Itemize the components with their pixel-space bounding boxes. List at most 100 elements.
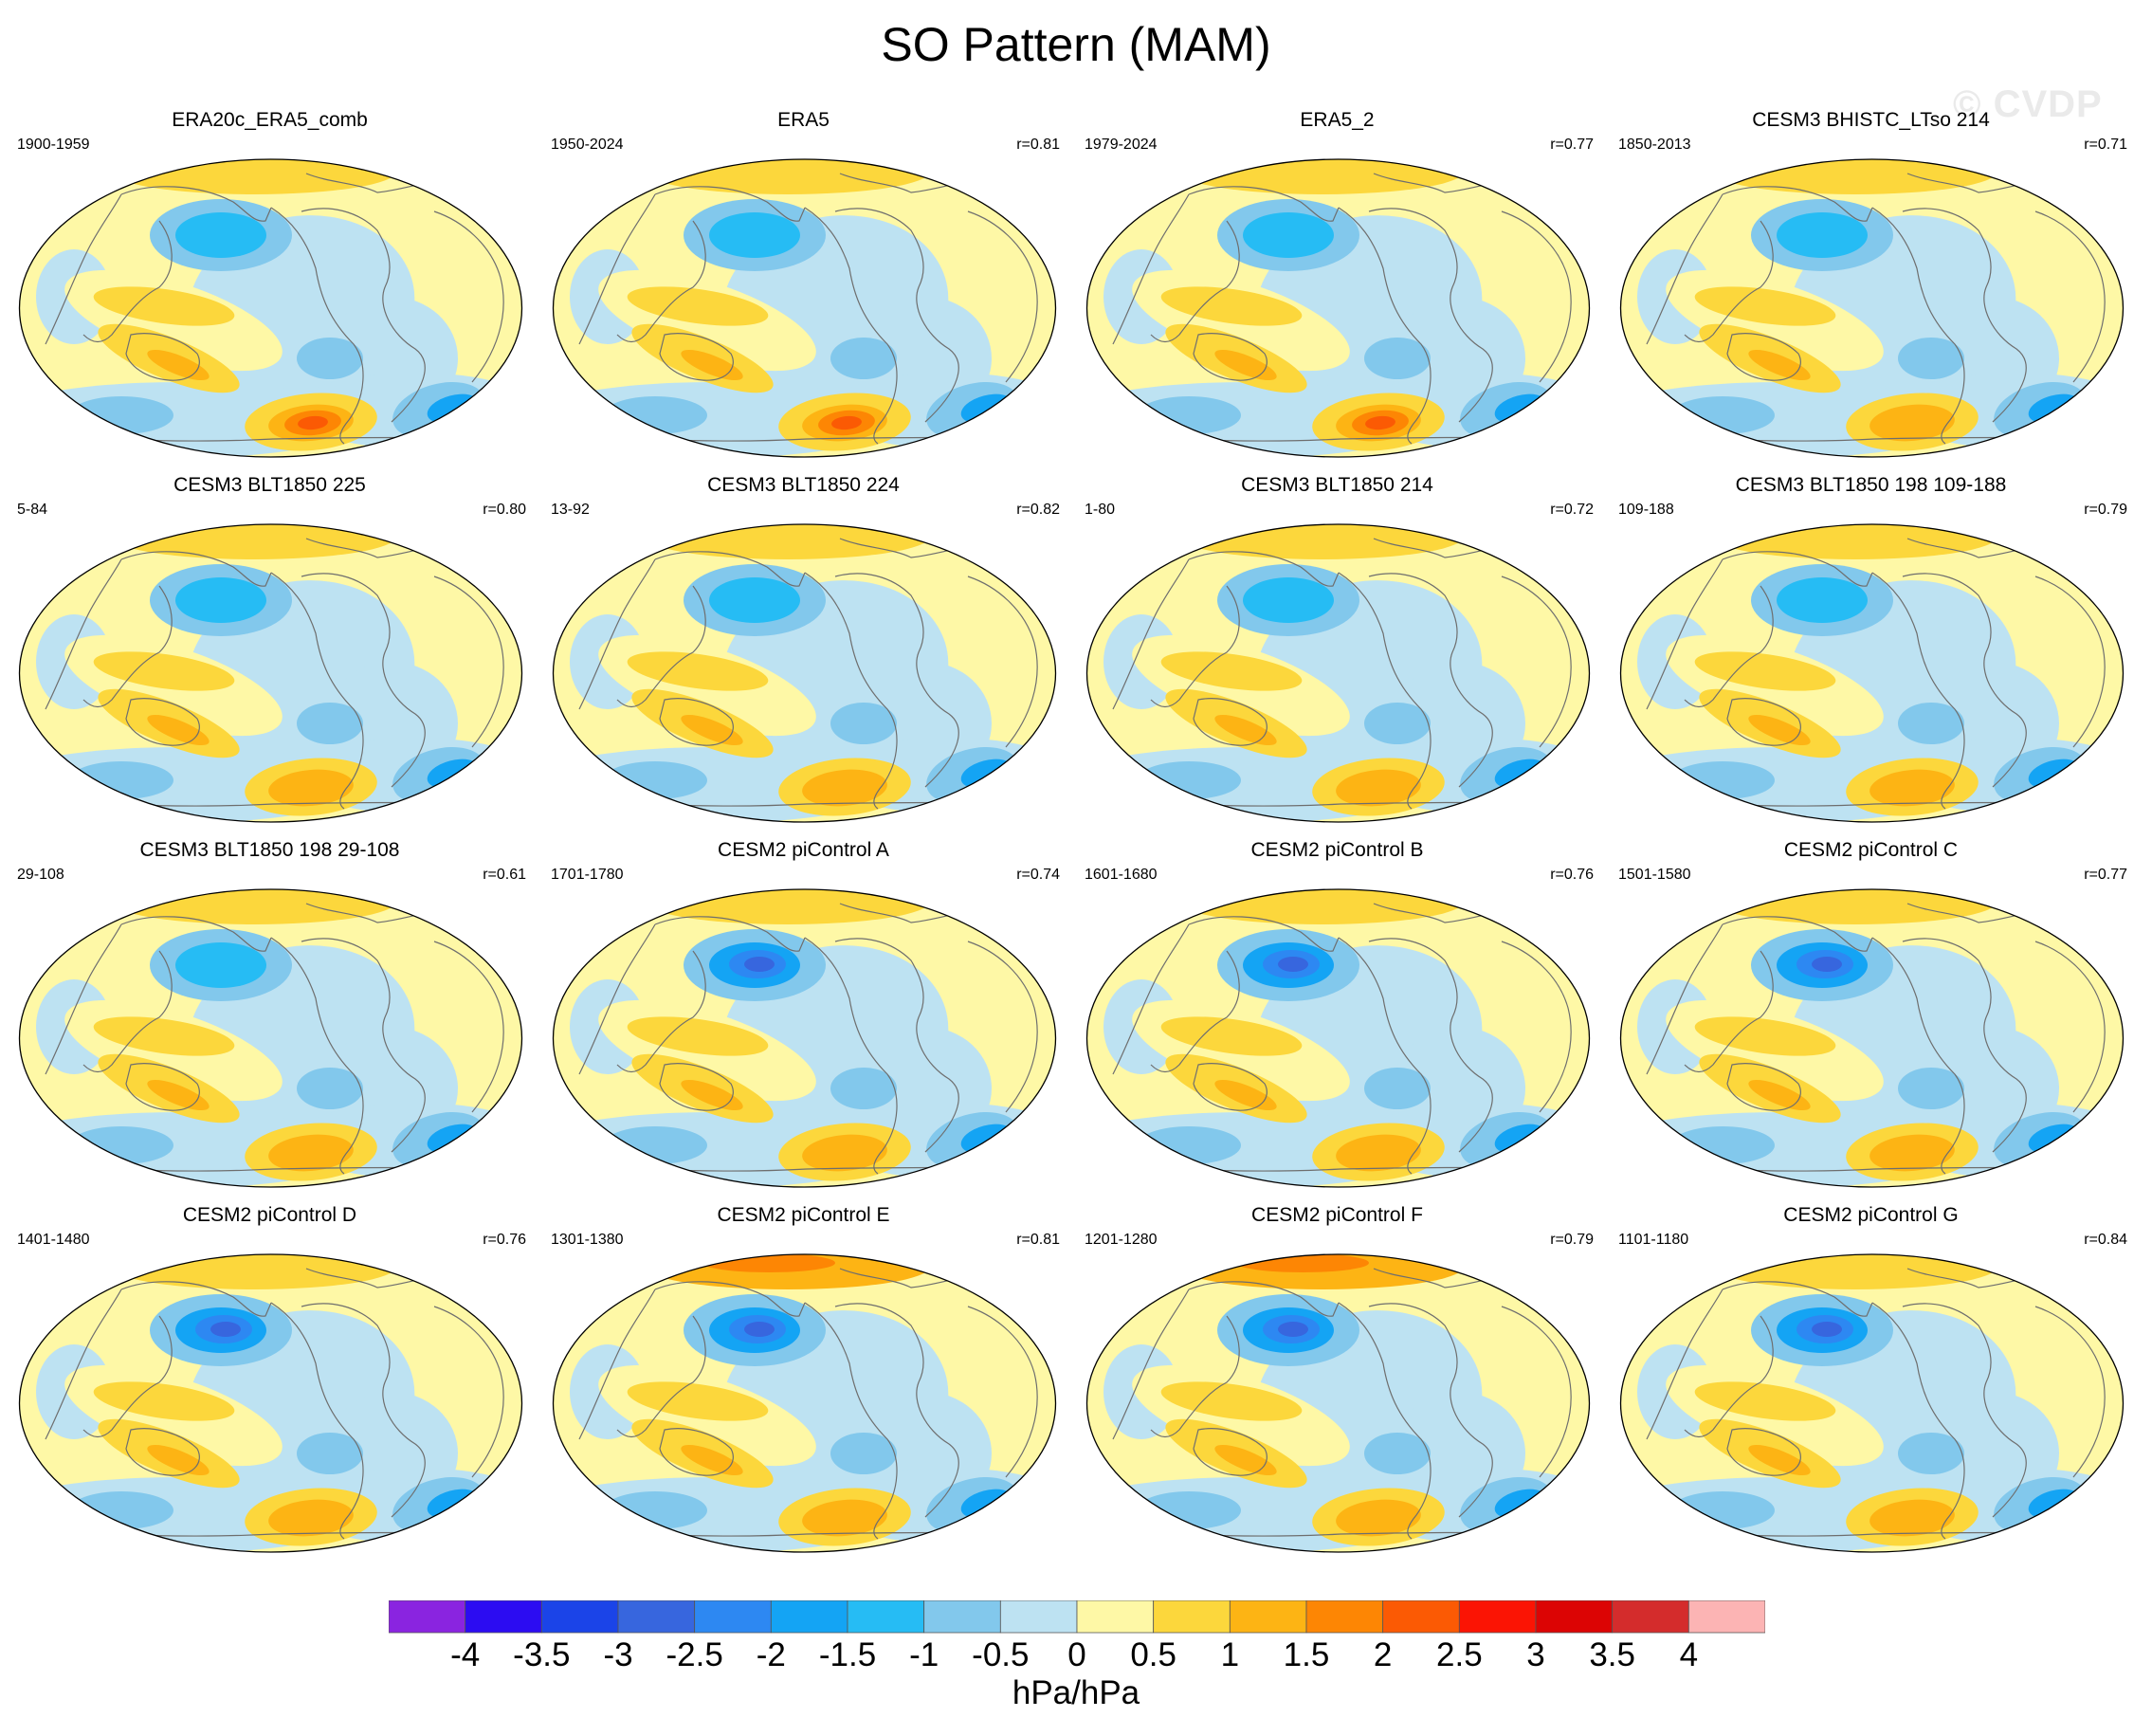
map-panel: ERA20c_ERA5_comb 1900-1959	[11, 109, 528, 469]
coastline-africa-asia	[578, 1288, 656, 1440]
colorbar-tick-label: -1	[909, 1636, 939, 1673]
coastline-americas-west	[270, 207, 364, 445]
coastline-americas-west	[270, 1302, 364, 1540]
colorbar-tick-label: -4	[450, 1636, 481, 1673]
colorbar-tick-label: -3.5	[513, 1636, 571, 1673]
mid-pacific-negative-core	[1898, 703, 1964, 744]
indo-pacific-positive-core-north	[627, 1016, 769, 1056]
coastline-europe-africa	[433, 210, 504, 383]
panel-title: CESM2 piControl A	[718, 839, 889, 861]
slp-anomaly-field	[553, 524, 1056, 822]
mid-pacific-negative-core	[297, 338, 363, 379]
map-boundary	[1085, 158, 1591, 458]
mid-pacific-negative-core	[1898, 1068, 1964, 1109]
coastline-africa-asia	[45, 923, 122, 1075]
south-pacific-high-core	[1869, 404, 1955, 442]
coastline-australia	[1193, 1063, 1267, 1111]
map-plot	[1619, 1253, 2125, 1553]
coastline-europe-africa	[967, 210, 1038, 383]
indo-pacific-positive-core-north	[627, 1381, 769, 1421]
map-panel: CESM3 BLT1850 198 29-108 29-108 r=0.61	[11, 839, 528, 1199]
coastline-east-asia	[616, 1315, 706, 1438]
south-pacific-high-core	[268, 769, 354, 807]
north-pacific-low-core	[175, 212, 266, 258]
colorbar-swatch	[770, 1600, 848, 1634]
coastline-europe-africa	[1501, 941, 1572, 1113]
map-boundary	[1619, 158, 2125, 458]
colorbar-swatch	[1458, 1600, 1537, 1634]
indo-pacific-positive-core-north	[627, 651, 769, 691]
south-pacific-high-core	[1336, 769, 1421, 807]
coastline-americas-east	[834, 208, 959, 423]
coastline-americas-east	[1368, 938, 1493, 1153]
coastline-australia	[125, 698, 200, 746]
slp-anomaly-field	[553, 889, 1056, 1187]
coastline-americas-west	[1871, 572, 1965, 810]
map-boundary	[18, 523, 523, 823]
coastline-africa-asia	[45, 193, 122, 345]
coastline-americas-east	[301, 208, 426, 423]
south-pacific-high-core	[1869, 1499, 1955, 1537]
coastline-east-asia	[616, 220, 706, 343]
mid-pacific-negative-core	[1364, 703, 1431, 744]
australia-positive-center	[1214, 349, 1277, 381]
mid-pacific-negative-core	[1898, 1433, 1964, 1474]
australia-positive-center	[147, 349, 210, 381]
coastline-europe-africa	[967, 576, 1038, 748]
colorbar	[389, 1600, 1765, 1634]
panel-title: CESM2 piControl F	[1251, 1204, 1423, 1226]
coastline-east-asia	[1150, 220, 1240, 343]
coastline-east-asia	[1684, 585, 1774, 708]
colorbar-swatch	[1305, 1600, 1384, 1634]
panel-years: 1101-1180	[1618, 1232, 1689, 1248]
coastline-europe-africa	[967, 941, 1038, 1113]
panel-title: CESM3 BLT1850 225	[173, 474, 366, 496]
indo-pacific-positive-core-north	[1160, 286, 1303, 326]
slp-anomaly-field	[1086, 1254, 1590, 1552]
colorbar-swatch	[1229, 1600, 1307, 1634]
coastline-northeast-asia	[1722, 1281, 1873, 1317]
map-plot	[1085, 158, 1591, 458]
map-boundary	[1085, 523, 1591, 823]
map-boundary	[552, 1253, 1057, 1553]
north-pacific-low-eye	[744, 957, 775, 972]
colorbar-tick-label: 4	[1679, 1636, 1699, 1673]
slp-anomaly-field	[1620, 524, 2124, 822]
colorbar-tick-label: 1	[1220, 1636, 1240, 1673]
australia-positive-center	[1748, 1079, 1811, 1111]
panel-years: 1601-1680	[1085, 867, 1158, 883]
south-pacific-high-eye	[831, 415, 862, 430]
coastline-northeast-asia	[1188, 1281, 1340, 1317]
panel-correlation: r=0.76	[1550, 867, 1594, 883]
coastline-europe-africa	[2034, 210, 2106, 383]
panel-years: 1979-2024	[1085, 137, 1158, 153]
coastline-africa-asia	[1646, 558, 1723, 710]
north-pacific-low-core	[709, 212, 800, 258]
slp-anomaly-field	[1086, 159, 1590, 457]
coastline-americas-east	[1902, 573, 2027, 788]
coastline-northeast-asia	[120, 551, 272, 587]
slp-anomaly-field	[1620, 159, 2124, 457]
coastline-africa-asia	[1646, 923, 1723, 1075]
south-pacific-high-core	[1336, 1134, 1421, 1172]
coastline-australia	[1726, 698, 1801, 746]
north-pacific-low-core	[1777, 577, 1868, 623]
coastline-americas-west	[1871, 937, 1965, 1175]
panel-title: CESM3 BLT1850 214	[1241, 474, 1433, 496]
indo-pacific-positive-core-north	[93, 286, 235, 326]
north-pacific-low-eye	[1278, 957, 1308, 972]
indo-pacific-positive-core-north	[1160, 651, 1303, 691]
south-pacific-high-core	[802, 769, 887, 807]
map-panel: CESM2 piControl B 1601-1680 r=0.76	[1079, 839, 1596, 1199]
map-panel: CESM2 piControl D 1401-1480 r=0.76	[11, 1204, 528, 1564]
north-pacific-low-core	[175, 577, 266, 623]
coastline-africa-asia	[1646, 193, 1723, 345]
south-pacific-high-core	[802, 1134, 887, 1172]
indo-pacific-positive-core-north	[93, 651, 235, 691]
coastline-australia	[1726, 333, 1801, 381]
coastline-northeast-asia	[120, 916, 272, 952]
panel-title: ERA5_2	[1300, 109, 1375, 131]
coastline-east-asia	[616, 950, 706, 1073]
panel-years: 1850-2013	[1618, 137, 1691, 153]
colorbar-tick-label: -1.5	[818, 1636, 877, 1673]
